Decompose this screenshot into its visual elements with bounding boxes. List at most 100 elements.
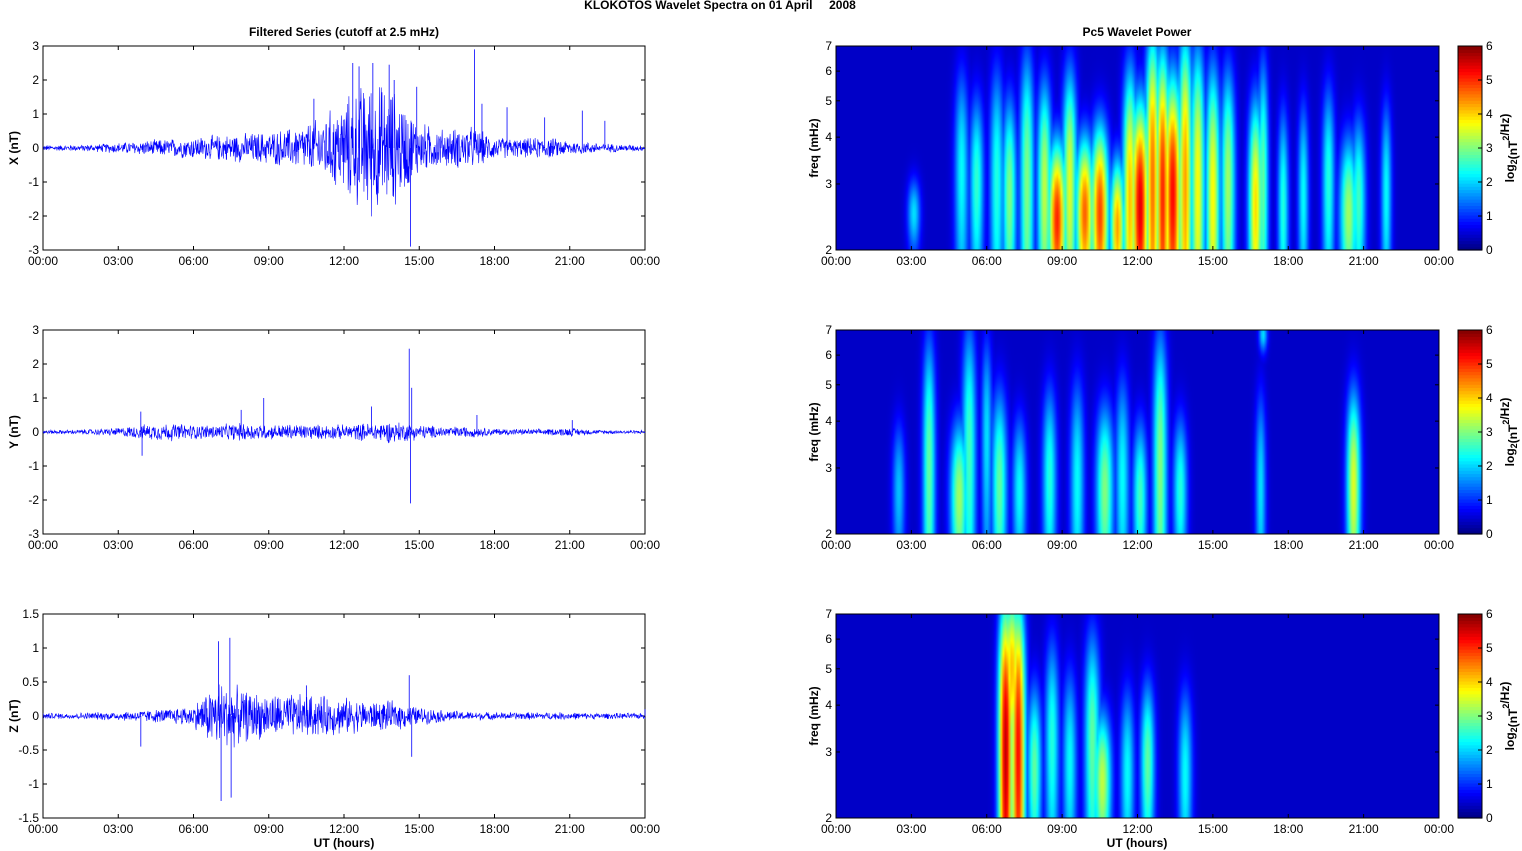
ytick-label: 4 xyxy=(825,414,832,428)
ytick-label: 2 xyxy=(32,357,39,371)
ts-xtick-label: 09:00 xyxy=(254,822,284,836)
wavelet-power-image xyxy=(836,46,1439,250)
timeseries-panel-z: -1.5 -1 -0.5 0 0.5 1 1.5 00:00 03:00 06:00 09:00 12… xyxy=(7,607,660,836)
colorbar-segment xyxy=(1458,432,1482,436)
colorbar-segment xyxy=(1458,381,1482,385)
colorbar-segment xyxy=(1458,744,1482,749)
ts-xtick-label: 03:00 xyxy=(103,254,133,268)
ts-xtick-label: 15:00 xyxy=(404,538,434,552)
wv-xtick-label: 06:00 xyxy=(972,254,1002,268)
colorbar-segment xyxy=(1458,211,1482,216)
colorbar-segment xyxy=(1458,339,1482,344)
colorbar-segment xyxy=(1458,157,1482,162)
colorbar-segment xyxy=(1458,393,1482,398)
colorbar-segment xyxy=(1458,365,1482,369)
colorbar-segment xyxy=(1458,138,1482,143)
ytick-label: 1 xyxy=(32,391,39,405)
colorbar-segment xyxy=(1458,709,1482,714)
ytick-label: -3 xyxy=(28,527,39,541)
colorbar-segment xyxy=(1458,106,1482,111)
timeseries-panel-y: -3 -2 -1 0 1 2 3 00:00 03:00 06:00 09:00 12:00 15:00… xyxy=(7,323,660,552)
colorbar-segment xyxy=(1458,151,1482,155)
colorbar-segment xyxy=(1458,728,1482,733)
colorbar-segment xyxy=(1458,61,1482,66)
wv-xtick-label: 06:00 xyxy=(972,538,1002,552)
ts-xtick-label: 18:00 xyxy=(479,538,509,552)
wv-xtick-label: 06:00 xyxy=(972,822,1002,836)
colorbar-segment xyxy=(1458,122,1482,127)
ts-xtick-label: 06:00 xyxy=(178,254,208,268)
ytick-label: -3 xyxy=(28,243,39,257)
ytick-label: 6 xyxy=(825,348,832,362)
colorbar-segment xyxy=(1458,677,1482,682)
colorbar-segment xyxy=(1458,776,1482,781)
colorbar-segment xyxy=(1458,435,1482,439)
colorbar-segment xyxy=(1458,498,1482,503)
colorbar-segment xyxy=(1458,655,1482,660)
colorbar-segment xyxy=(1458,760,1482,765)
colorbar-segment xyxy=(1458,457,1482,462)
colorbar-segment xyxy=(1458,521,1482,526)
colorbar-segment xyxy=(1458,808,1482,813)
wavelet-panel-y: 2 3 4 5 6 7 00:00 03:00 06:00 09:00 12:00 15:00 18:0… xyxy=(807,323,1520,552)
colorbar-segment xyxy=(1458,703,1482,708)
ts-xtick-label: 12:00 xyxy=(329,822,359,836)
colorbar-segment xyxy=(1458,757,1482,762)
colorbar-segment xyxy=(1458,419,1482,424)
colorbar-segment xyxy=(1458,763,1482,768)
wv-xtick-label: 12:00 xyxy=(1122,254,1152,268)
colorbar-segment xyxy=(1458,368,1482,373)
ytick-label: 2 xyxy=(825,527,832,541)
ts-xtick-label: 00:00 xyxy=(28,822,58,836)
colorbar-segment xyxy=(1458,422,1482,427)
colorbar-segment xyxy=(1458,738,1482,743)
wv-xtick-label: 03:00 xyxy=(896,538,926,552)
colorbar-segment xyxy=(1458,371,1482,376)
colorbar-segment xyxy=(1458,81,1482,85)
colorbar-segment xyxy=(1458,103,1482,108)
colorbar-segment xyxy=(1458,789,1482,794)
colorbar-segment xyxy=(1458,767,1482,771)
colorbar-segment xyxy=(1458,470,1482,475)
wavelet-panel-z: 2 3 4 5 6 7 00:00 03:00 06:00 09:00 12:00 15:00 18:0… xyxy=(807,607,1520,836)
colorbar-segment xyxy=(1458,514,1482,519)
colorbar-segment xyxy=(1458,409,1482,414)
ts-xtick-label: 09:00 xyxy=(254,538,284,552)
colorbar-segment xyxy=(1458,805,1482,810)
ylabel-y: Y (nT) xyxy=(7,415,21,449)
ytick-label: 4 xyxy=(825,130,832,144)
colorbar-segment xyxy=(1458,160,1482,165)
wv-xtick-label: 00:00 xyxy=(821,254,851,268)
colorbar-segment xyxy=(1458,779,1482,784)
left-xlabel: UT (hours) xyxy=(314,836,375,850)
ytick-label: 2 xyxy=(825,243,832,257)
colorbar-segment xyxy=(1458,412,1482,417)
colorbar-segment xyxy=(1458,770,1482,774)
colorbar-tick-label: 6 xyxy=(1486,607,1493,621)
ts-xtick-label: 21:00 xyxy=(555,254,585,268)
colorbar-segment xyxy=(1458,486,1482,490)
ts-xtick-label: 03:00 xyxy=(103,538,133,552)
colorbar-tick-label: 0 xyxy=(1486,243,1493,257)
colorbar-segment xyxy=(1458,731,1482,736)
colorbar-label: log2(nT2/Hz) xyxy=(1498,398,1520,467)
colorbar-tick-label: 4 xyxy=(1486,107,1493,121)
ytick-label: 6 xyxy=(825,64,832,78)
ytick-label: 0 xyxy=(32,425,39,439)
colorbar-segment xyxy=(1458,214,1482,219)
colorbar-segment xyxy=(1458,719,1482,723)
colorbar-segment xyxy=(1458,400,1482,404)
colorbar-segment xyxy=(1458,416,1482,420)
signal-trace-y xyxy=(42,422,646,444)
colorbar-segment xyxy=(1458,374,1482,379)
ytick-label: 1 xyxy=(32,107,39,121)
colorbar-tick-label: 6 xyxy=(1486,323,1493,337)
wv-xtick-label: 15:00 xyxy=(1198,822,1228,836)
colorbar-segment xyxy=(1458,361,1482,366)
colorbar: 0 1 2 3 4 5 6 log2(nT2/Hz) xyxy=(1457,39,1520,257)
ytick-label: -2 xyxy=(28,493,39,507)
colorbar-segment xyxy=(1458,237,1482,242)
colorbar-segment xyxy=(1458,706,1482,711)
right-xlabel: UT (hours) xyxy=(1107,836,1168,850)
